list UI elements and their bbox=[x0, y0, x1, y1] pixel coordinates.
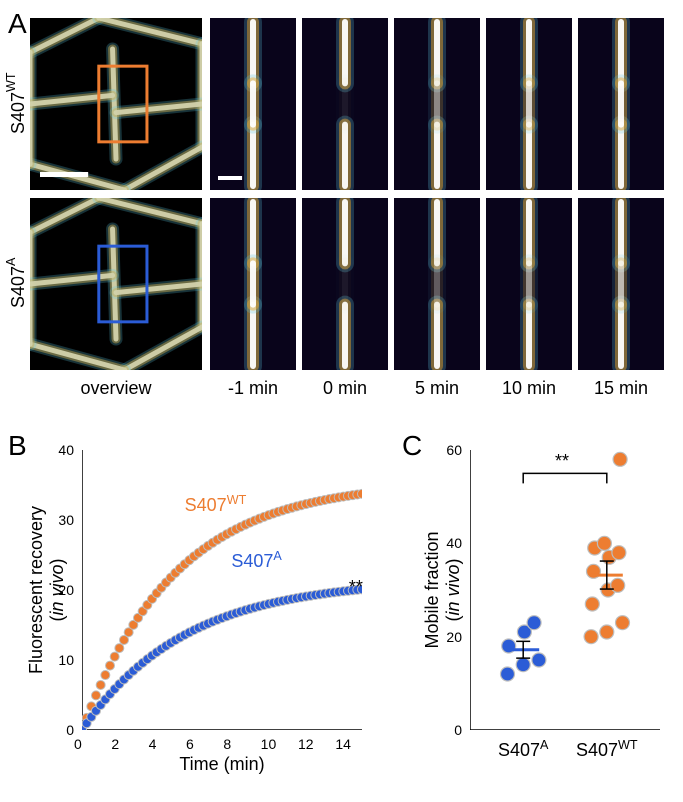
b-xtick: 8 bbox=[223, 736, 231, 752]
overview-label: overview bbox=[30, 378, 202, 399]
zoom-wt-3 bbox=[486, 18, 572, 190]
b-ylabel: Fluorescent recovery(in vivo) bbox=[26, 450, 68, 730]
panel-b-chart bbox=[82, 450, 362, 730]
b-signif-a: ** bbox=[349, 577, 363, 598]
b-xtick: 0 bbox=[74, 736, 82, 752]
zoom-a-1 bbox=[302, 198, 388, 370]
c-ylabel: Mobile fraction(in vivo) bbox=[422, 450, 464, 730]
panel-c-chart bbox=[470, 450, 660, 730]
zoom-wt-0 bbox=[210, 18, 296, 190]
time-label-0: -1 min bbox=[210, 378, 296, 399]
b-xtick: 6 bbox=[186, 736, 194, 752]
b-legend-wt: S407WT bbox=[185, 493, 247, 516]
zoom-a-2 bbox=[394, 198, 480, 370]
b-xtick: 14 bbox=[335, 736, 351, 752]
c-cat-a: S407A bbox=[483, 738, 563, 761]
panel-b-label: B bbox=[8, 430, 27, 462]
row-label-wt: S407WT bbox=[4, 48, 29, 158]
zoom-wt-4 bbox=[578, 18, 664, 190]
panel-c-label: C bbox=[402, 430, 422, 462]
row-label-a: S407A bbox=[4, 228, 29, 338]
panel-a-label: A bbox=[8, 8, 27, 40]
time-label-3: 10 min bbox=[486, 378, 572, 399]
time-label-4: 15 min bbox=[578, 378, 664, 399]
b-xtick: 10 bbox=[261, 736, 277, 752]
zoom-a-3 bbox=[486, 198, 572, 370]
b-xtick: 4 bbox=[149, 736, 157, 752]
zoom-a-4 bbox=[578, 198, 664, 370]
zoom-wt-2 bbox=[394, 18, 480, 190]
b-legend-a: S407A bbox=[231, 549, 281, 572]
b-xlabel: Time (min) bbox=[82, 754, 362, 775]
overview-wt bbox=[30, 18, 202, 190]
b-xtick: 12 bbox=[298, 736, 314, 752]
overview-a bbox=[30, 198, 202, 370]
c-signif: ** bbox=[555, 451, 569, 472]
zoom-a-0 bbox=[210, 198, 296, 370]
time-label-1: 0 min bbox=[302, 378, 388, 399]
c-cat-wt: S407WT bbox=[567, 738, 647, 761]
time-label-2: 5 min bbox=[394, 378, 480, 399]
zoom-wt-1 bbox=[302, 18, 388, 190]
b-xtick: 2 bbox=[111, 736, 119, 752]
